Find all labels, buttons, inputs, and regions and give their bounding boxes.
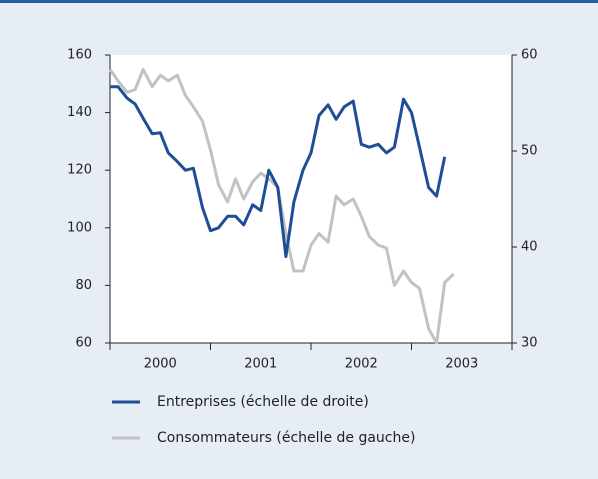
plot-area (110, 55, 512, 343)
y2-tick-label: 30 (521, 336, 538, 351)
y2-tick-label: 60 (521, 48, 538, 63)
series-line (110, 85, 447, 259)
y-tick-label: 60 (75, 336, 92, 351)
y2-tick-label: 40 (521, 240, 538, 255)
y-tick-label: 80 (75, 278, 92, 293)
legend-label: Consommateurs (échelle de gauche) (157, 430, 415, 446)
x-tick-label: 2001 (244, 357, 277, 372)
x-tick-label: 2002 (345, 357, 378, 372)
x-tick-label: 2000 (144, 357, 177, 372)
top-border (0, 0, 598, 3)
y-tick-label: 100 (67, 220, 92, 235)
y2-tick-label: 50 (521, 144, 538, 159)
y-tick-label: 160 (67, 48, 92, 63)
y-tick-label: 120 (67, 163, 92, 178)
x-tick-label: 2003 (445, 357, 478, 372)
legend-label: Entreprises (échelle de droite) (157, 394, 369, 410)
y-tick-label: 140 (67, 105, 92, 120)
